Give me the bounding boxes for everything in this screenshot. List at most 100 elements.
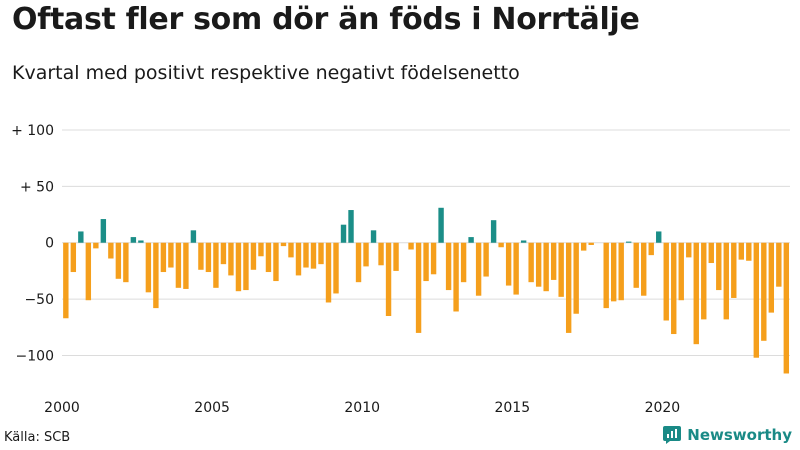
x-tick-label: 2010 (344, 400, 380, 416)
bar-q95 (768, 242, 775, 313)
bar-q33 (303, 242, 309, 268)
bar-q38 (340, 224, 347, 243)
bar-q28 (265, 242, 272, 273)
bar-q42 (370, 230, 377, 243)
y-tick-label: −100 (16, 348, 54, 364)
bar-q69 (573, 242, 579, 314)
bar-q65 (543, 242, 549, 292)
bar-q39 (348, 210, 354, 243)
bar-q18 (190, 230, 197, 243)
x-tick-label: 2000 (44, 400, 80, 416)
bar-q48 (415, 242, 422, 333)
bar-q64 (535, 242, 542, 287)
chart-subtitle: Kvartal med positivt respektive negativt… (12, 62, 520, 84)
bar-q37 (333, 242, 339, 294)
bar-q44 (385, 242, 392, 316)
y-tick-label: 0 (45, 236, 54, 252)
bar-q97 (783, 242, 790, 374)
bar-q6 (100, 219, 107, 243)
bar-q41 (363, 242, 369, 267)
bar-q1 (63, 242, 69, 319)
bar-q82 (671, 242, 677, 335)
bar-q51 (438, 207, 444, 243)
bar-q53 (453, 242, 459, 312)
bar-q15 (168, 242, 174, 268)
bar-q31 (288, 242, 294, 258)
bar-q21 (213, 242, 219, 288)
bar-q26 (250, 242, 257, 270)
chart-title: Oftast fler som dör än föds i Norrtälje (12, 2, 640, 37)
bar-q63 (528, 242, 534, 283)
bar-q52 (445, 242, 452, 291)
bar-q12 (145, 242, 152, 293)
bar-q45 (393, 242, 399, 271)
bar-q14 (160, 242, 167, 273)
bar-q90 (731, 242, 737, 298)
bar-q40 (355, 242, 362, 283)
bar-q24 (235, 242, 242, 292)
bar-q74 (611, 242, 617, 302)
bar-q9 (123, 242, 129, 283)
x-tick-label: 2020 (645, 400, 681, 416)
newsworthy-logo-icon (663, 426, 682, 444)
bar-q66 (550, 242, 557, 280)
bar-q54 (460, 242, 467, 283)
x-tick-label: 2005 (194, 400, 230, 416)
bar-q35 (318, 242, 324, 265)
bar-q75 (618, 242, 624, 301)
bar-q77 (633, 242, 639, 288)
bar-q71 (588, 242, 594, 245)
bar-q20 (205, 242, 212, 273)
y-tick-label: −50 (24, 292, 54, 308)
bar-q32 (295, 242, 302, 276)
bar-q59 (498, 242, 504, 248)
bar-q57 (483, 242, 489, 277)
bar-q22 (220, 242, 227, 265)
bar-q84 (686, 242, 692, 258)
bar-q17 (183, 242, 189, 289)
bar-q43 (378, 242, 384, 266)
bar-q27 (258, 242, 264, 257)
bar-q81 (663, 242, 669, 321)
gridlines (62, 129, 790, 356)
bar-q73 (603, 242, 609, 309)
bar-q30 (280, 242, 287, 247)
bar-q58 (490, 220, 497, 243)
bar-q25 (243, 242, 249, 291)
bar-q8 (115, 242, 122, 279)
bar-q5 (93, 242, 99, 249)
y-tick-label: + 50 (20, 179, 54, 195)
bar-q86 (701, 242, 707, 320)
bar-q36 (325, 242, 332, 303)
axis-labels: + 100 + 50 0 −50 −100 2000 2005 2010 2015 2020 (11, 123, 680, 416)
bar-q3 (78, 231, 84, 243)
bar-q29 (273, 242, 279, 282)
x-tick-label: 2015 (494, 400, 530, 416)
bar-q4 (85, 242, 92, 301)
bar-q62 (520, 240, 527, 243)
bar-q67 (558, 242, 564, 297)
bar-q87 (708, 242, 714, 264)
bar-q68 (565, 242, 572, 333)
bar-q47 (408, 242, 414, 250)
brand-logo[interactable]: Newsworthy (663, 426, 792, 444)
bar-q70 (580, 242, 587, 251)
bar-q49 (423, 242, 429, 282)
bar-q94 (761, 242, 767, 341)
bar-q56 (475, 242, 482, 296)
bar-q16 (175, 242, 182, 288)
bar-q61 (513, 242, 519, 295)
brand-name: Newsworthy (687, 426, 792, 444)
bar-q79 (648, 242, 654, 256)
bar-q80 (656, 231, 662, 243)
bar-q23 (228, 242, 234, 276)
bar-q10 (130, 237, 137, 243)
bar-q13 (153, 242, 159, 309)
source-note: Källa: SCB (4, 430, 71, 445)
bar-q96 (776, 242, 782, 287)
bar-q93 (753, 242, 759, 358)
bar-q19 (198, 242, 204, 270)
bar-q50 (430, 242, 437, 275)
bar-q85 (693, 242, 699, 345)
